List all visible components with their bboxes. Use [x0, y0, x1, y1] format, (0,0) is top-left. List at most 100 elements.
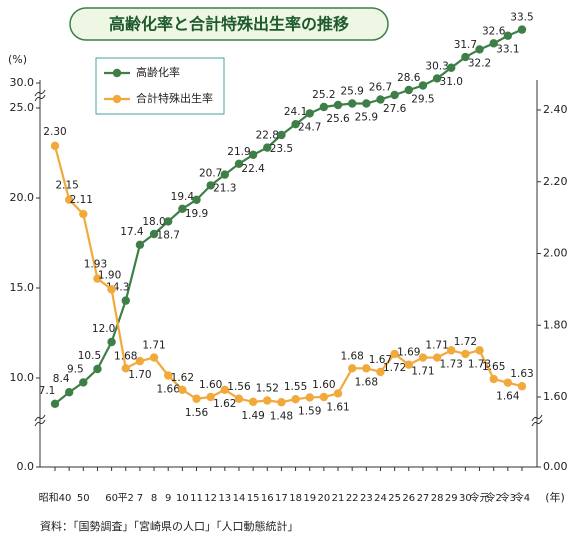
- point: [248, 397, 258, 407]
- data-label: 24.1: [284, 106, 307, 118]
- data-label: 32.6: [482, 25, 506, 37]
- data-label: 1.56: [227, 381, 251, 393]
- y2-tick-label: 0.00: [543, 460, 568, 473]
- legend-label: 合計特殊出生率: [136, 91, 213, 105]
- y-tick-label: 10.0: [10, 371, 35, 384]
- x-tick-label: 24: [374, 493, 387, 504]
- data-label: 33.5: [510, 12, 533, 24]
- point: [206, 181, 215, 190]
- chart-title: 高齢化率と合計特殊出生率の推移: [109, 15, 349, 34]
- data-label: 1.70: [128, 369, 151, 381]
- point: [79, 209, 88, 219]
- x-tick-label: 22: [346, 493, 359, 504]
- point: [64, 388, 74, 397]
- data-label: 1.56: [185, 407, 209, 419]
- data-label: 22.8: [256, 130, 279, 142]
- y-tick-label: 0.0: [17, 460, 35, 473]
- point: [121, 296, 130, 305]
- legend-marker: [112, 94, 122, 104]
- point: [347, 99, 357, 108]
- data-label: 1.62: [213, 398, 236, 410]
- x-tick-label: 13: [218, 493, 231, 504]
- point: [149, 229, 159, 239]
- data-label: 17.4: [120, 226, 144, 238]
- x-tick-label: 11: [190, 493, 203, 504]
- point: [305, 109, 314, 118]
- x-tick-label: 10: [176, 493, 189, 504]
- point: [50, 399, 60, 409]
- y2-tick-label: 1.80: [543, 318, 568, 331]
- data-label: 18.7: [157, 229, 180, 241]
- point: [390, 349, 399, 359]
- point: [432, 74, 442, 83]
- y2-tick-label: 2.00: [543, 247, 568, 260]
- point: [277, 398, 286, 407]
- y-tick-label: 15.0: [10, 281, 35, 294]
- point: [404, 85, 413, 95]
- x-tick-label: 60: [105, 493, 118, 504]
- point: [347, 364, 357, 373]
- point: [164, 217, 173, 226]
- x-unit: (年): [545, 490, 565, 504]
- point: [192, 394, 201, 403]
- point: [319, 392, 329, 402]
- point: [164, 371, 173, 380]
- data-label: 1.71: [142, 340, 165, 352]
- data-label: 1.66: [157, 383, 181, 395]
- data-label: 1.72: [454, 336, 477, 348]
- x-tick-label: 14: [233, 493, 246, 504]
- x-tick-label: 12: [204, 493, 217, 504]
- x-tick-label: 26: [402, 493, 415, 504]
- point: [376, 367, 385, 377]
- point: [291, 120, 300, 129]
- data-label: 1.48: [270, 410, 293, 422]
- point: [489, 374, 498, 384]
- point: [234, 394, 244, 403]
- data-label: 1.72: [383, 362, 406, 374]
- x-tick-label: 平2: [118, 493, 134, 504]
- data-label: 18.0: [142, 216, 165, 228]
- y2-tick-label: 1.60: [543, 390, 568, 403]
- data-label: 9.5: [67, 363, 84, 375]
- x-tick-label: 16: [261, 493, 274, 504]
- data-label: 19.9: [185, 208, 208, 220]
- point: [461, 52, 470, 62]
- point: [121, 364, 130, 373]
- point: [319, 102, 329, 112]
- point: [135, 240, 145, 249]
- data-label: 1.73: [440, 358, 463, 370]
- data-label: 1.90: [98, 269, 121, 281]
- x-tick-label: 8: [151, 493, 157, 504]
- data-label: 8.4: [53, 373, 70, 385]
- data-label: 31.0: [440, 76, 463, 88]
- data-label: 1.63: [510, 368, 533, 380]
- point: [64, 195, 74, 204]
- data-label: 20.7: [199, 167, 222, 179]
- point: [305, 393, 314, 402]
- x-tick-label: 7: [137, 493, 143, 504]
- data-label: 2.11: [70, 194, 93, 206]
- data-label: 1.93: [84, 259, 107, 271]
- y2-tick-label: 2.20: [543, 175, 568, 188]
- legend-box: [95, 57, 225, 115]
- point: [178, 204, 187, 213]
- data-label: 1.49: [241, 410, 264, 422]
- point: [475, 346, 484, 355]
- point: [93, 274, 102, 283]
- data-label: 31.7: [454, 39, 477, 51]
- point: [178, 385, 187, 395]
- x-tick-label: 29: [445, 493, 458, 504]
- data-label: 1.69: [397, 347, 420, 359]
- x-tick-label: 21: [332, 493, 345, 504]
- data-label: 22.4: [241, 163, 265, 175]
- y-tick-label: 25.0: [10, 101, 35, 114]
- point: [263, 396, 272, 405]
- data-label: 1.68: [114, 350, 137, 362]
- data-label: 1.67: [369, 354, 392, 366]
- x-tick-label: 令4: [514, 491, 530, 504]
- series-line: [53, 145, 523, 404]
- x-tick-label: 18: [289, 493, 302, 504]
- x-tick-label: 15: [247, 493, 260, 504]
- data-label: 24.7: [298, 121, 321, 133]
- point: [79, 378, 88, 387]
